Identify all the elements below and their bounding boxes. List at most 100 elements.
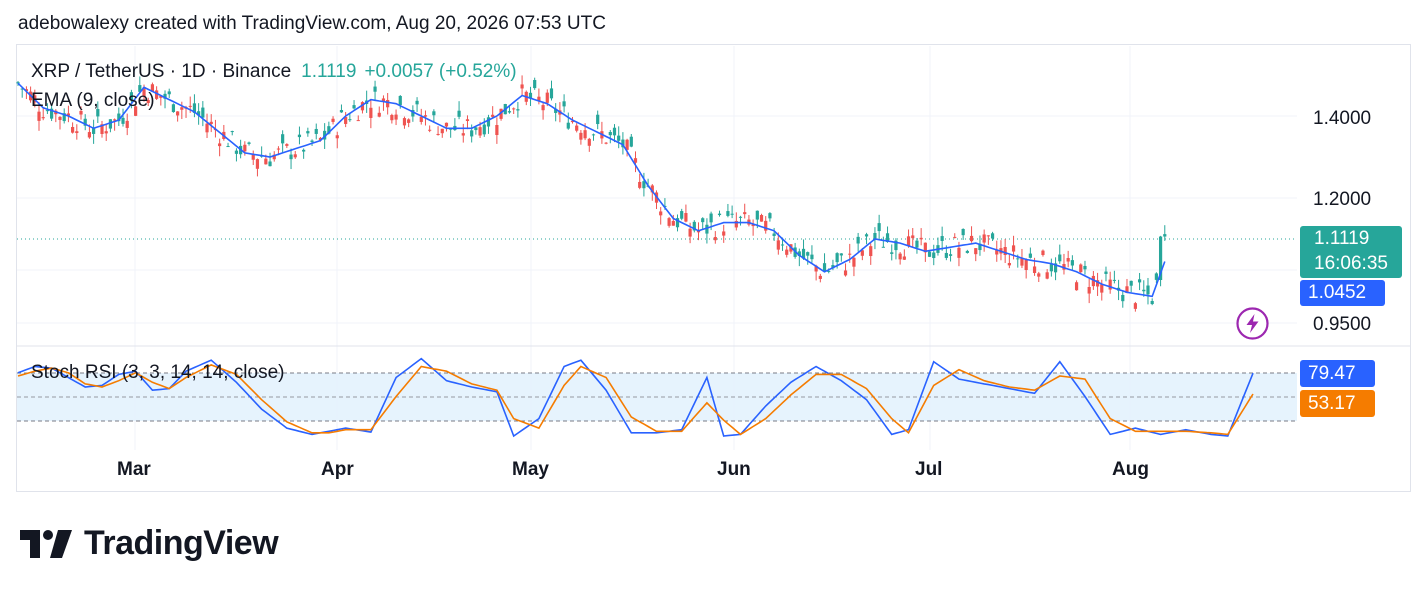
candle-body xyxy=(268,161,272,167)
candle-body xyxy=(146,100,150,104)
candle-body xyxy=(411,110,415,117)
time-tick: Aug xyxy=(1112,459,1149,480)
candle-body xyxy=(533,80,537,89)
candle-body xyxy=(512,108,516,110)
candle-body xyxy=(1032,266,1037,274)
stoch-k-badge: 79.47 xyxy=(1300,360,1375,387)
candle-body xyxy=(1053,263,1058,273)
candle-body xyxy=(142,87,146,97)
candle-body xyxy=(159,96,163,98)
candle-body xyxy=(1024,259,1028,270)
candle-body xyxy=(436,133,440,135)
candle-body xyxy=(730,213,734,215)
candle-body xyxy=(134,106,138,116)
candle-body xyxy=(528,92,533,99)
candle-body xyxy=(785,249,789,255)
candle-body xyxy=(659,211,663,216)
candle-body xyxy=(331,118,335,122)
candle-body xyxy=(1007,262,1011,266)
candle-body xyxy=(570,120,575,123)
candle-body xyxy=(50,108,54,119)
candle-body xyxy=(180,107,184,110)
candle-body xyxy=(348,119,352,121)
stoch-legend[interactable]: Stoch RSI (3, 3, 14, 14, close) xyxy=(31,362,285,383)
candle-body xyxy=(1100,284,1104,293)
candle-body xyxy=(797,251,801,256)
candle-body xyxy=(591,134,596,136)
candle-body xyxy=(377,112,381,117)
candle-body xyxy=(587,138,591,146)
candle-body xyxy=(188,105,192,107)
candle-body xyxy=(335,135,339,139)
candle-body xyxy=(79,110,83,115)
ema-legend[interactable]: EMA (9, close) xyxy=(31,90,155,111)
symbol-title: XRP / TetherUS · 1D · Binance xyxy=(31,61,292,82)
candle-body xyxy=(1011,245,1016,252)
candle-body xyxy=(62,113,66,122)
candle-body xyxy=(579,132,583,140)
candle-body xyxy=(1112,279,1116,281)
candle-body xyxy=(919,237,923,240)
candle-body xyxy=(360,102,365,111)
candle-body xyxy=(1104,271,1108,274)
candle-body xyxy=(751,224,755,227)
candle-body xyxy=(125,120,129,128)
chart-caption: adebowalexy created with TradingView.com… xyxy=(18,13,606,34)
candle-body xyxy=(394,114,398,120)
candle-body xyxy=(486,117,491,127)
candle-body xyxy=(684,213,688,222)
candle-body xyxy=(818,275,822,279)
candle-body xyxy=(806,252,810,256)
candle-body xyxy=(251,154,255,160)
lightning-icon[interactable] xyxy=(1236,307,1269,340)
candle-body xyxy=(915,240,919,248)
candle-body xyxy=(293,154,297,158)
candle-body xyxy=(537,96,541,101)
candle-body xyxy=(835,253,839,263)
candle-body xyxy=(461,133,465,136)
candle-body xyxy=(167,91,171,95)
candle-body xyxy=(150,84,155,92)
candle-body xyxy=(323,130,327,140)
candle-body xyxy=(209,121,213,125)
candle-body xyxy=(688,228,692,237)
symbol-legend[interactable]: XRP / TetherUS · 1D · Binance 1.1119 +0.00… xyxy=(31,61,517,83)
candle-body xyxy=(566,122,570,129)
candle-body xyxy=(738,216,743,218)
candle-body xyxy=(801,248,806,259)
candle-body xyxy=(402,118,407,126)
candle-body xyxy=(982,234,986,243)
candle-body xyxy=(415,100,419,105)
candle-body xyxy=(734,220,738,228)
candle-body xyxy=(743,212,747,215)
candle-body xyxy=(995,249,999,255)
candle-body xyxy=(692,221,696,231)
candle-body xyxy=(776,240,780,250)
candle-body xyxy=(831,265,835,269)
candle-body xyxy=(1095,280,1100,287)
candle-body xyxy=(478,127,482,136)
candle-body xyxy=(16,82,20,84)
candle-body xyxy=(491,114,495,117)
candle-body xyxy=(171,104,176,113)
candle-body xyxy=(898,253,902,260)
candle-body xyxy=(520,84,524,89)
candle-body xyxy=(218,143,222,147)
candle-body xyxy=(911,235,915,239)
candle-body xyxy=(772,233,776,236)
candle-body xyxy=(726,211,730,216)
candle-body xyxy=(444,122,449,127)
candle-body xyxy=(104,131,108,134)
candle-body xyxy=(990,233,995,239)
candle-body xyxy=(852,257,856,267)
candle-body xyxy=(423,115,428,117)
candle-body xyxy=(554,108,558,113)
candle-body xyxy=(495,125,499,135)
candle-body xyxy=(344,116,348,124)
candle-body xyxy=(612,127,617,136)
candle-body xyxy=(948,254,953,256)
candle-body xyxy=(1045,272,1049,279)
candle-body xyxy=(906,236,911,246)
candle-body xyxy=(848,253,852,255)
